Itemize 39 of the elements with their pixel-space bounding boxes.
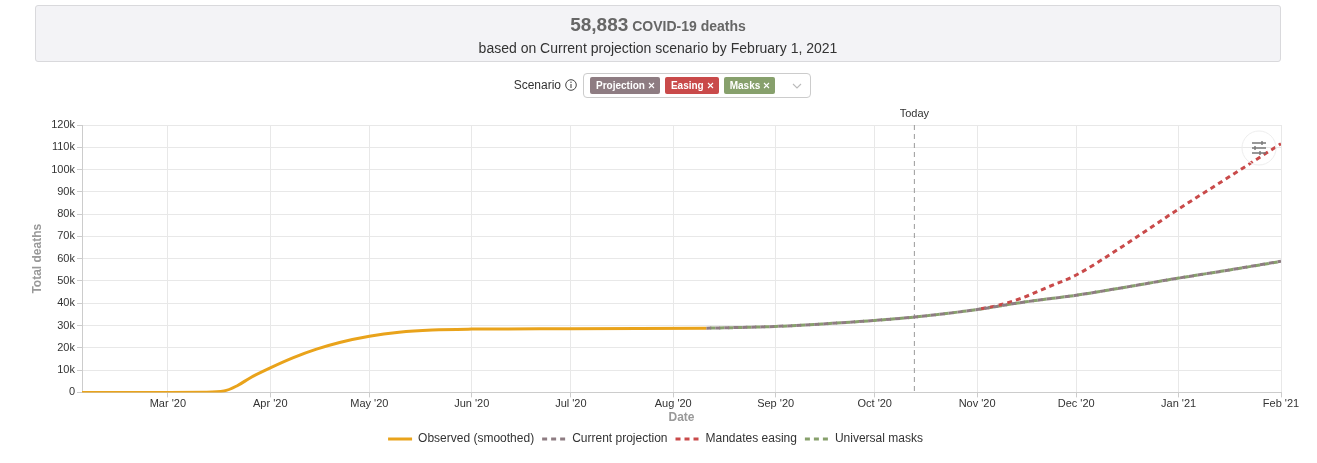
- x-tick-label: Jan '21: [1161, 397, 1197, 410]
- text: Scenario: [513, 78, 561, 93]
- x-tick-label: Feb '21: [1262, 397, 1300, 410]
- y-tick-label: 40k: [57, 296, 76, 309]
- y-tick-label: 50k: [57, 274, 76, 287]
- y-tick-label: 30k: [57, 318, 76, 331]
- y-tick-label: 60k: [57, 251, 76, 264]
- x-tick-label: Dec '20: [1057, 397, 1095, 410]
- tag-chip: Projection: [590, 77, 660, 94]
- legend-label: Current projection: [572, 431, 668, 446]
- y-tick-label: 100k: [51, 162, 76, 175]
- y-axis-title: Total deaths: [29, 223, 44, 294]
- tag-chip: Masks: [723, 77, 776, 94]
- y-tick-label: 0: [68, 385, 75, 398]
- y-tick-label: 10k: [57, 363, 76, 376]
- legend-label: Observed (smoothed): [418, 431, 535, 446]
- y-tick-label: 80k: [57, 207, 76, 220]
- y-tick-label: 70k: [57, 229, 76, 242]
- x-tick-label: May '20: [350, 397, 389, 410]
- x-tick-label: Aug '20: [654, 397, 692, 410]
- x-tick-label: Jul '20: [555, 397, 587, 410]
- y-tick-label: 110k: [51, 140, 76, 153]
- tag-chip: Easing: [664, 77, 719, 94]
- x-tick-label: Jun '20: [454, 397, 490, 410]
- chart-title: 58,883 COVID-19 deaths: [570, 14, 746, 35]
- x-tick-label: Mar '20: [149, 397, 187, 410]
- y-tick-label: 20k: [57, 340, 76, 353]
- x-tick-label: Oct '20: [857, 397, 892, 410]
- x-axis-title: Date: [668, 410, 695, 425]
- ref-line-label: Today: [899, 106, 930, 119]
- summary-banner: 58,883 COVID-19 deaths based on Current projection scenario by February 1, 2021: [35, 5, 1281, 62]
- legend-label: Universal masks: [834, 431, 923, 446]
- x-tick-label: Sep '20: [757, 397, 795, 410]
- x-tick-label: Nov '20: [958, 397, 996, 410]
- legend-label: Mandates easing: [705, 431, 797, 446]
- x-tick-label: Apr '20: [253, 397, 288, 410]
- chart-subtitle: based on Current projection scenario by February 1, 2021: [477, 39, 839, 57]
- y-tick-label: 90k: [57, 184, 76, 197]
- y-tick-label: 120k: [51, 118, 76, 131]
